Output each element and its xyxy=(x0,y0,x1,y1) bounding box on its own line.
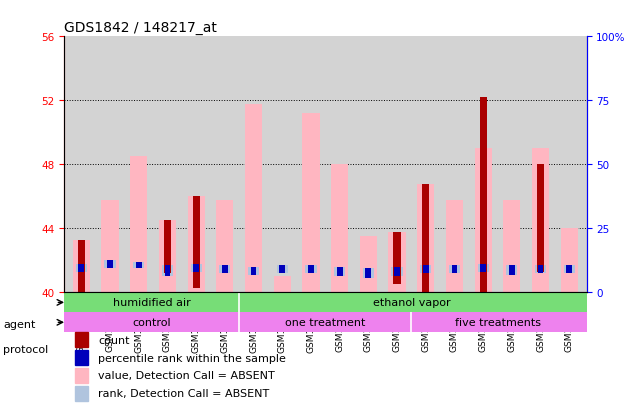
Bar xyxy=(251,267,256,275)
Bar xyxy=(394,232,401,285)
Bar xyxy=(503,200,520,293)
Text: humidified air: humidified air xyxy=(113,298,190,308)
Bar xyxy=(305,266,317,273)
Bar xyxy=(136,262,142,269)
Bar xyxy=(188,197,204,293)
Bar xyxy=(567,266,572,273)
Bar xyxy=(509,266,515,275)
Bar xyxy=(64,293,239,313)
Bar xyxy=(274,277,291,293)
Bar xyxy=(363,269,374,278)
Bar xyxy=(308,266,314,273)
Bar xyxy=(532,149,549,293)
Bar xyxy=(446,200,463,293)
Bar xyxy=(76,264,87,272)
Bar xyxy=(563,266,575,273)
Text: control: control xyxy=(132,318,171,328)
Bar xyxy=(388,232,406,293)
Bar xyxy=(334,267,345,277)
Text: ethanol vapor: ethanol vapor xyxy=(372,298,450,308)
Text: five treatments: five treatments xyxy=(454,318,540,328)
Bar xyxy=(479,98,487,293)
Bar xyxy=(279,266,285,273)
Bar xyxy=(164,221,171,273)
Bar xyxy=(219,266,231,273)
Bar xyxy=(239,313,412,332)
Bar xyxy=(130,157,147,293)
Bar xyxy=(74,368,88,383)
Text: count: count xyxy=(98,335,129,345)
Bar xyxy=(194,264,199,272)
Bar xyxy=(423,266,429,273)
Bar xyxy=(72,240,90,293)
Bar xyxy=(420,266,431,273)
Bar xyxy=(365,269,371,278)
Text: percentile rank within the sample: percentile rank within the sample xyxy=(98,353,286,363)
Bar xyxy=(417,184,435,293)
Bar xyxy=(107,261,113,269)
Bar xyxy=(478,264,489,272)
Bar xyxy=(535,266,546,273)
Bar xyxy=(474,149,492,293)
Bar xyxy=(162,266,173,277)
Bar xyxy=(561,229,578,293)
Bar xyxy=(104,261,115,269)
Bar xyxy=(74,332,88,347)
Bar xyxy=(538,266,544,273)
Bar xyxy=(331,165,348,293)
Text: value, Detection Call = ABSENT: value, Detection Call = ABSENT xyxy=(98,370,275,380)
Bar xyxy=(190,264,202,272)
Text: protocol: protocol xyxy=(3,344,49,354)
Bar xyxy=(78,240,85,293)
Bar xyxy=(192,197,200,288)
Bar xyxy=(245,104,262,293)
Bar xyxy=(360,237,377,293)
Bar xyxy=(64,313,239,332)
Bar xyxy=(480,264,486,272)
Bar xyxy=(506,266,517,275)
Bar xyxy=(392,267,403,277)
Text: agent: agent xyxy=(3,319,36,329)
Bar xyxy=(452,266,457,273)
Bar xyxy=(537,165,544,272)
Bar xyxy=(394,267,400,277)
Bar xyxy=(74,350,88,365)
Text: one treatment: one treatment xyxy=(285,318,365,328)
Bar xyxy=(74,386,88,401)
Bar xyxy=(133,262,144,269)
Bar xyxy=(239,293,587,313)
Bar xyxy=(248,267,259,275)
Bar xyxy=(277,266,288,273)
Text: GDS1842 / 148217_at: GDS1842 / 148217_at xyxy=(64,21,217,35)
Text: rank, Detection Call = ABSENT: rank, Detection Call = ABSENT xyxy=(98,388,269,398)
Bar xyxy=(449,266,460,273)
Bar xyxy=(303,114,320,293)
Bar xyxy=(78,264,84,272)
Bar xyxy=(101,200,119,293)
Bar xyxy=(159,221,176,293)
Bar xyxy=(165,266,171,277)
Bar xyxy=(422,184,429,293)
Bar xyxy=(222,266,228,273)
Bar xyxy=(337,267,342,277)
Bar xyxy=(216,200,233,293)
Bar xyxy=(412,313,587,332)
